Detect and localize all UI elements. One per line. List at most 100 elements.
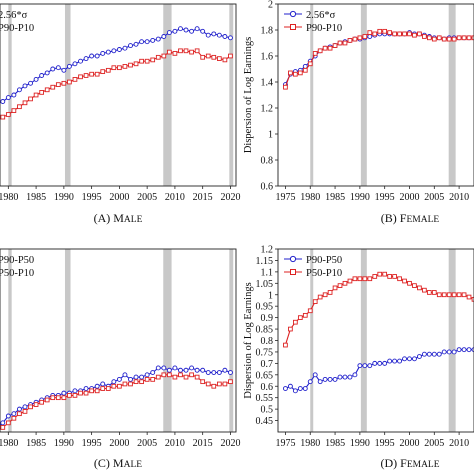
recession-band [360,4,367,186]
data-point [78,74,83,80]
data-point [166,367,172,373]
legend-marker [289,255,297,263]
x-tick-label: 2000 [109,438,129,449]
data-point [111,65,117,71]
data-point [183,374,189,380]
x-tick-label: 1985 [325,192,345,203]
data-point [357,35,363,41]
data-point [128,381,133,387]
data-point [392,31,397,37]
x-tick-label: 1985 [325,438,345,449]
data-point [466,35,472,41]
data-point [288,70,293,76]
data-point [362,276,368,282]
x-tick-label: 1995 [82,192,102,203]
data-point [94,71,100,77]
x-tick-label: 1980 [0,438,18,449]
data-point [211,54,217,60]
x-tick-label: 1990 [350,192,370,203]
data-point [11,415,17,421]
data-point [155,365,161,371]
legend: P90-P50 P50-P10 [0,255,34,279]
legend-label: P90-P10 [306,23,342,34]
y-axis-label: Dispersion of Log Earnings [243,37,254,153]
recession-band [8,4,12,186]
data-point [407,280,412,286]
data-point [283,84,288,90]
data-point [327,290,333,295]
data-point [307,61,313,67]
recession-band [310,4,314,186]
data-point [11,411,17,417]
chart-panel-1: 1980 1985 1990 1995 2000 2005 2010 2015 2020 2.56… [0,3,240,225]
data-point [178,372,183,378]
legend-marker [289,10,297,18]
data-point [302,312,308,318]
data-point [117,383,122,389]
data-point [167,49,172,55]
data-point [222,381,228,387]
y-axis-label: Dispersion of Log Earnings [243,282,254,398]
data-point [302,67,308,73]
chart-panel-3: 1980 1985 1990 1995 2000 2005 2010 2015 2020 P90-… [0,248,240,470]
data-point [105,386,111,391]
y-tick-label: 1 [268,130,273,141]
data-point [451,349,457,355]
data-point [282,386,288,391]
data-point [0,420,6,426]
plot-area [0,4,234,186]
data-point [471,296,474,302]
recession-band [163,249,172,432]
data-point [100,50,106,56]
chart-panel-4: 1975 1980 1985 1990 1995 2000 2005 20100.450.50… [243,245,474,470]
y-tick-label: 0.55 [256,393,274,404]
data-point [342,280,348,286]
y-tick-label: 0.85 [256,325,274,336]
y-tick-label: 0.45 [256,416,274,427]
data-point [172,51,178,56]
data-point [22,404,28,410]
x-tick-label: 2015 [193,192,213,203]
y-tick-label: 2 [268,0,273,11]
data-point [166,30,172,36]
data-point [342,40,348,46]
legend-marker [290,269,296,275]
data-point [139,379,144,385]
data-point [227,370,233,375]
panel-caption: (A) MALE [94,211,143,225]
data-point [72,77,78,82]
data-point [39,399,44,405]
data-point [327,45,333,51]
data-point [183,367,189,373]
data-point [200,367,206,373]
recession-band [448,249,456,432]
plot-frame [0,3,237,187]
data-point [111,383,117,389]
data-point [407,356,412,362]
data-point [155,36,161,42]
data-point [128,62,133,68]
legend-label: P90-P50 [0,255,34,266]
data-point [332,285,338,291]
y-tick-label: 1.2 [261,104,274,115]
data-point [387,358,393,364]
data-point [0,425,6,430]
data-point [133,61,139,67]
data-point [72,61,78,67]
data-point [178,26,183,32]
data-point [302,386,308,391]
x-tick-label: 1990 [54,438,74,449]
data-point [144,39,150,45]
data-point [387,274,392,279]
data-point [205,53,211,59]
data-point [228,53,233,59]
panel-caption: (C) MALE [94,456,142,470]
data-point [372,31,378,37]
data-point [317,48,323,54]
data-point [466,347,472,353]
y-tick-label: 0.7 [261,359,274,370]
data-point [205,32,211,38]
data-point [372,274,378,279]
data-point [116,47,122,52]
data-point [322,292,328,298]
